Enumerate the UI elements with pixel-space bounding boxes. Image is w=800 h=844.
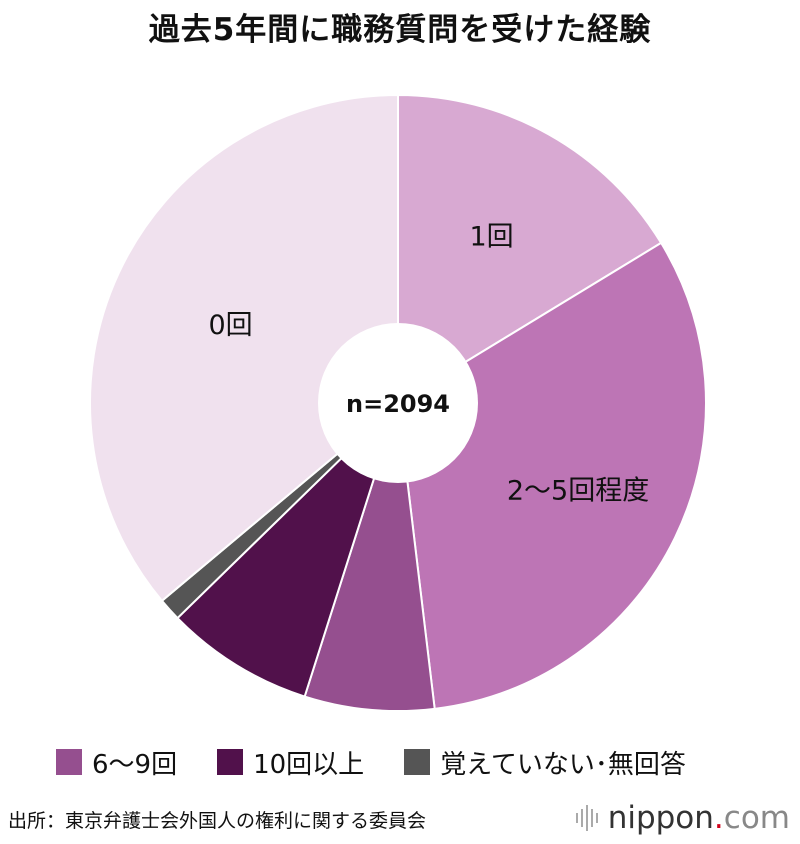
slice-label: 0回 bbox=[208, 310, 252, 341]
chart-title: 過去5年間に職務質問を受けた経験 bbox=[148, 12, 652, 48]
legend-label: 6～9回 bbox=[92, 749, 178, 780]
source-note: 出所：東京弁護士会外国人の権利に関する委員会 bbox=[8, 810, 427, 832]
legend-item: 覚えていない･無回答 bbox=[404, 744, 686, 781]
pie-slice bbox=[176, 402, 399, 698]
pie-slice-labels: 1回 2～5回程度 0回 bbox=[208, 222, 649, 507]
legend-item: 10回以上 bbox=[217, 744, 364, 781]
legend-label: 覚えていない･無回答 bbox=[440, 749, 686, 780]
legend: 6～9回 10回以上 覚えていない･無回答 bbox=[56, 744, 686, 780]
slice-label: 2～5回程度 bbox=[507, 476, 649, 507]
center-hole bbox=[318, 323, 478, 483]
pie-slice bbox=[397, 93, 663, 405]
slice-label: 1回 bbox=[469, 222, 513, 253]
center-label: n=2094 bbox=[346, 390, 450, 418]
pie-slice bbox=[396, 241, 707, 710]
logo-dot: . bbox=[713, 800, 724, 836]
legend-item: 6～9回 bbox=[56, 744, 177, 781]
nippon-logo: nippon.com bbox=[575, 800, 790, 836]
logo-bars-icon bbox=[575, 803, 598, 833]
pie-slice bbox=[89, 93, 399, 603]
legend-swatch bbox=[404, 749, 431, 775]
pie-chart: 1回 2～5回程度 0回 n=2094 bbox=[89, 93, 707, 712]
legend-swatch bbox=[56, 749, 82, 775]
logo-tld: com bbox=[723, 800, 790, 836]
legend-swatch bbox=[217, 749, 244, 775]
legend-label: 10回以上 bbox=[253, 749, 365, 780]
logo-name: nippon bbox=[607, 800, 714, 836]
